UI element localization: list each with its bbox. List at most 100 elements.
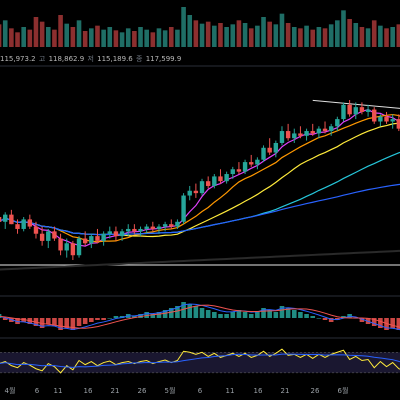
volume-bar (2, 20, 8, 47)
low-label: 저 (87, 55, 94, 63)
candle-body (150, 226, 156, 229)
high-label: 고 (38, 55, 46, 63)
candle-body (205, 181, 211, 186)
macd-histogram-bar (162, 310, 168, 318)
macd-histogram-bar (144, 312, 149, 318)
candle-body (15, 224, 20, 229)
candle-body (101, 233, 106, 241)
volume-bar (261, 17, 266, 47)
macd-histogram-bar (132, 316, 137, 318)
volume-bar (21, 27, 26, 47)
candle-body (107, 231, 112, 234)
volume-bar (168, 27, 174, 47)
macd-histogram-bar (291, 310, 297, 318)
volume-bar (304, 25, 309, 47)
candle-body (261, 147, 266, 160)
macd-histogram-bar (328, 318, 334, 322)
rsi-line (0, 348, 400, 374)
volume-bar (285, 23, 291, 47)
macd-histogram-bar (341, 316, 346, 318)
macd-histogram-bar (76, 318, 82, 326)
volume-bar (125, 28, 131, 47)
candle-body (353, 107, 358, 115)
candle-body (46, 231, 51, 241)
candle-body (390, 119, 395, 122)
candle-body (384, 116, 389, 122)
volume-bar (291, 27, 297, 47)
candle-body (187, 190, 192, 196)
candle-body (33, 226, 39, 234)
candle-body (27, 219, 33, 227)
volume-bar (144, 29, 149, 47)
volume-bar (218, 23, 223, 47)
candle-body (316, 128, 322, 134)
candle-body (58, 238, 63, 251)
candle-body (52, 231, 57, 239)
volume-bar (33, 17, 39, 47)
candle-body (95, 236, 100, 241)
candle-body (292, 133, 297, 139)
time-axis-label: 26 (138, 387, 147, 395)
macd-histogram-bar (261, 308, 266, 318)
volume-bar (181, 7, 186, 47)
candle-body (70, 243, 76, 256)
macd-histogram-bar (199, 308, 205, 318)
ma200-line (0, 249, 400, 271)
candle-body (162, 224, 168, 227)
macd-histogram-bar (279, 306, 285, 318)
volume-bar (27, 29, 33, 47)
candle-body (359, 107, 365, 112)
macd-histogram-bar (322, 318, 328, 320)
volume-bar (156, 28, 162, 47)
volume-bar (273, 24, 279, 47)
macd-histogram-bar (82, 318, 88, 324)
candle-body (224, 174, 229, 182)
candle-body (267, 147, 272, 153)
volume-bar (255, 25, 260, 47)
trend-line (312, 99, 400, 109)
candle-body (396, 119, 400, 129)
macd-histogram-bar (273, 312, 279, 318)
macd-histogram-bar (316, 318, 322, 319)
ohlc-readout: 115,973.2 고 118,862.9 저 115,189.6 종 117,… (0, 52, 182, 66)
macd-histogram-bar (156, 312, 162, 318)
macd-histogram-bar (396, 318, 400, 330)
candle-body (285, 131, 291, 139)
candle-body (39, 233, 45, 241)
candle-body (365, 109, 371, 112)
volume-bar (150, 32, 156, 47)
volume-bar (15, 32, 20, 47)
candle-body (82, 238, 88, 244)
candle-body (169, 224, 174, 227)
time-axis-label: 6 (198, 387, 203, 395)
volume-bar (396, 24, 400, 47)
macd-histogram-bar (298, 312, 303, 318)
macd-histogram-bar (113, 316, 119, 318)
volume-bar (298, 28, 303, 47)
candle-body (341, 104, 346, 120)
macd-histogram-bar (58, 318, 63, 330)
macd-histogram-bar (304, 314, 309, 318)
volume-bar (335, 20, 340, 47)
time-axis-label: 6 (35, 387, 40, 395)
macd-histogram-bar (224, 314, 229, 318)
volume-bar (95, 25, 100, 47)
volume-bar (242, 23, 248, 47)
candle-body (144, 226, 149, 229)
close-label: 종 (136, 55, 143, 63)
macd-histogram-bar (181, 302, 186, 318)
volume-bar (322, 28, 328, 47)
volume-bar (101, 29, 106, 47)
candle-body (304, 131, 309, 136)
volume-bar (0, 24, 2, 47)
candle-body (230, 169, 235, 175)
volume-bar (82, 31, 88, 47)
macd-histogram-bar (230, 312, 236, 318)
time-axis-label: 26 (311, 387, 320, 395)
volume-bar (119, 32, 125, 47)
macd-histogram-bar (371, 318, 377, 326)
ma80-line (0, 183, 400, 236)
volume-bar (341, 10, 346, 48)
